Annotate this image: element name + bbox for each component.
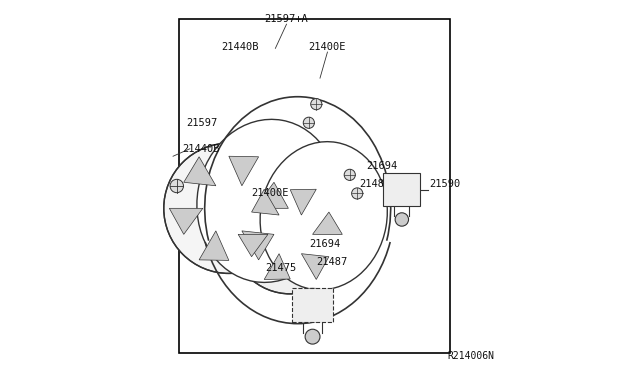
Polygon shape [291,189,316,215]
Circle shape [216,189,223,195]
Text: 21694: 21694 [309,239,340,248]
Circle shape [351,188,363,199]
Circle shape [322,184,333,195]
Circle shape [235,221,241,227]
Polygon shape [238,234,268,257]
Text: 21487: 21487 [316,257,348,267]
Polygon shape [252,189,279,215]
Text: 21400E: 21400E [251,189,289,198]
Text: 21440B: 21440B [182,144,220,154]
Polygon shape [264,254,291,279]
Polygon shape [312,212,342,234]
Polygon shape [170,208,203,234]
Polygon shape [199,231,229,260]
Ellipse shape [389,176,415,189]
Circle shape [268,212,312,257]
Text: 21440B: 21440B [221,42,259,52]
Circle shape [231,175,349,294]
Text: 21400E: 21400E [308,42,346,52]
Ellipse shape [298,288,328,303]
Text: 21487: 21487 [359,179,390,189]
Circle shape [310,99,322,110]
Circle shape [216,221,223,227]
Polygon shape [301,254,329,279]
Polygon shape [229,156,259,186]
Bar [292,288,333,322]
Circle shape [344,169,355,180]
Circle shape [170,179,184,193]
Text: R214006N: R214006N [448,351,495,361]
Polygon shape [255,182,289,208]
Ellipse shape [260,142,387,290]
Circle shape [305,329,320,344]
Polygon shape [242,231,274,260]
Circle shape [303,117,314,128]
Polygon shape [184,157,216,186]
Ellipse shape [197,119,339,282]
Text: 21475: 21475 [266,263,296,273]
Circle shape [207,205,213,211]
Bar [383,173,420,206]
Circle shape [395,213,408,226]
Circle shape [203,182,255,234]
Circle shape [164,143,294,273]
Bar [179,19,450,353]
Circle shape [244,205,250,211]
Text: 21597: 21597 [186,118,218,128]
Text: 21694: 21694 [367,161,397,170]
Circle shape [235,189,241,195]
Text: 21597+A: 21597+A [265,14,308,24]
Text: 21590: 21590 [429,179,461,189]
